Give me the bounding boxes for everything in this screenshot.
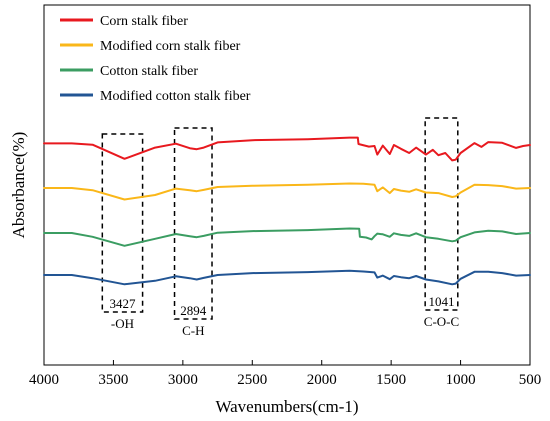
annotation-box [101,133,144,313]
x-tick-label: 1500 [376,372,406,388]
x-tick-label: 3000 [168,372,198,388]
series-line [43,227,531,247]
series-layer [43,136,531,286]
plot-frame [43,4,531,366]
group-label: C-O-C [424,314,459,329]
legend-label: Modified cotton stalk fiber [100,89,251,104]
x-tick-label: 4000 [29,372,59,388]
x-tick-label: 2500 [237,372,267,388]
legend: Corn stalk fiber Modified corn stalk fibe… [60,14,251,104]
peak-label: 2894 [180,303,207,318]
legend-label: Modified corn stalk fiber [100,39,241,54]
group-label: C-H [182,323,204,338]
x-tick-label: 2000 [307,372,337,388]
series-line [43,182,531,201]
series-line [43,269,531,286]
x-tick-label: 500 [519,372,542,388]
series-line [43,136,531,162]
legend-label: Cotton stalk fiber [100,64,198,79]
legend-label: Corn stalk fiber [100,14,188,29]
x-axis-title: Wavenumbers(cm-1) [215,397,358,416]
group-label: -OH [111,316,134,331]
x-tick-label: 3500 [98,372,128,388]
peak-annotations: 3427 -OH 2894 C-H 1041 C-O-C [101,117,459,338]
x-axis: 4000 3500 3000 2500 2000 1500 1000 500 [29,360,541,388]
annotation-box [424,117,459,311]
peak-label: 1041 [428,294,454,309]
x-tick-label: 1000 [446,372,476,388]
y-axis-title: Absorbance(%) [9,132,28,239]
annotation-box [173,127,213,320]
peak-label: 3427 [109,296,136,311]
